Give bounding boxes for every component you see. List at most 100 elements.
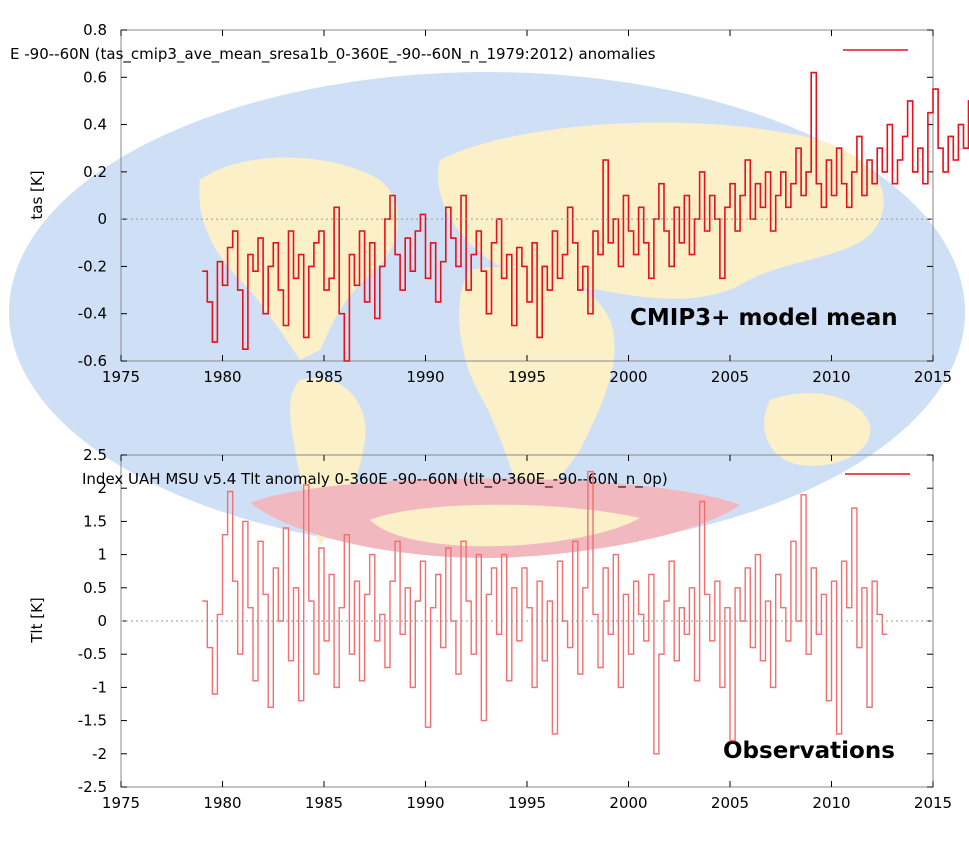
data-point — [417, 230, 419, 232]
y-tick-label: 1.5 — [83, 512, 107, 530]
data-point — [589, 312, 592, 315]
data-point — [691, 253, 693, 256]
series-marks — [202, 470, 888, 755]
data-point — [275, 242, 277, 244]
x-tick-label: 1985 — [305, 794, 343, 812]
data-point — [422, 213, 424, 216]
x-tick-label: 1975 — [102, 368, 140, 386]
data-point — [564, 253, 566, 256]
data-point — [802, 194, 805, 197]
data-point — [675, 206, 678, 209]
data-point — [772, 686, 774, 689]
data-point — [203, 600, 206, 602]
data-point — [508, 680, 511, 682]
data-point — [625, 194, 627, 197]
data-point — [665, 600, 668, 602]
x-tick-label: 1980 — [203, 794, 241, 812]
data-point — [802, 494, 805, 496]
data-point — [513, 324, 516, 327]
data-point — [559, 277, 561, 280]
data-point — [249, 606, 252, 609]
data-point — [254, 680, 257, 682]
data-point — [549, 289, 551, 291]
x-tick-label: 2015 — [914, 368, 952, 386]
x-tick-label: 2000 — [609, 794, 647, 812]
data-point — [483, 719, 485, 722]
data-point — [330, 277, 333, 280]
data-point — [731, 739, 734, 742]
data-point — [635, 253, 637, 256]
data-point — [523, 567, 526, 569]
data-point — [533, 242, 536, 244]
y-axis-ticks: -2.5 -2 -1.5 -1 -0.5 0 0.5 1 1.5 2 2.5 — [78, 446, 933, 796]
data-point — [518, 640, 521, 642]
data-point — [457, 265, 460, 268]
x-tick-label: 1995 — [508, 794, 546, 812]
chart-observations: Index UAH MSU v5.4 Tlt anomaly 0-360E -9… — [28, 446, 952, 812]
data-point — [853, 171, 856, 173]
data-point — [787, 640, 790, 642]
data-point — [569, 206, 571, 209]
data-point — [351, 253, 353, 256]
data-point — [711, 640, 713, 642]
data-point — [401, 633, 404, 636]
data-point — [939, 147, 942, 149]
y-tick-label: -2.5 — [78, 778, 107, 796]
data-point — [670, 265, 673, 268]
data-point — [904, 135, 906, 138]
data-point — [650, 573, 653, 576]
data-point — [437, 301, 440, 303]
data-point — [320, 230, 323, 232]
data-point — [741, 194, 744, 197]
x-tick-label: 1990 — [406, 368, 444, 386]
data-point — [818, 182, 820, 185]
data-point — [325, 289, 328, 291]
data-point — [731, 182, 734, 185]
data-point — [478, 230, 480, 232]
data-point — [640, 613, 642, 616]
data-point — [351, 653, 353, 655]
data-point — [681, 606, 683, 609]
data-point — [955, 159, 957, 161]
data-point — [300, 699, 303, 702]
y-tick-label: -2 — [92, 745, 107, 763]
data-point — [579, 673, 582, 675]
data-point — [549, 600, 551, 602]
data-point — [533, 686, 536, 689]
data-point — [579, 289, 582, 291]
x-tick-label: 1980 — [203, 368, 241, 386]
data-point — [219, 260, 221, 263]
data-point — [462, 194, 465, 197]
data-point — [868, 159, 871, 161]
data-point — [478, 553, 480, 556]
data-point — [838, 733, 840, 735]
data-point — [239, 653, 242, 655]
data-point — [361, 230, 363, 232]
data-point — [356, 284, 358, 287]
data-point — [574, 540, 576, 543]
data-point — [843, 182, 845, 185]
data-point — [736, 230, 739, 232]
data-point — [660, 182, 663, 185]
data-point — [442, 260, 445, 263]
data-point — [701, 500, 703, 503]
x-tick-label: 1995 — [508, 368, 546, 386]
annotation-label: Observations — [723, 738, 895, 764]
chart-title: Index UAH MSU v5.4 Tlt anomaly 0-360E -9… — [82, 470, 668, 489]
data-point — [792, 540, 795, 543]
data-point — [777, 573, 779, 576]
data-point — [554, 230, 556, 232]
data-point — [538, 580, 541, 582]
data-point — [620, 686, 622, 689]
data-point — [858, 135, 861, 138]
data-point — [417, 600, 419, 602]
data-point — [823, 206, 825, 209]
data-point — [290, 660, 292, 662]
data-point — [259, 237, 262, 239]
data-point — [757, 182, 759, 185]
data-point — [665, 230, 668, 232]
data-point — [630, 230, 632, 232]
y-tick-label: 2.5 — [83, 446, 107, 464]
data-point — [691, 587, 693, 589]
data-point — [396, 253, 399, 256]
